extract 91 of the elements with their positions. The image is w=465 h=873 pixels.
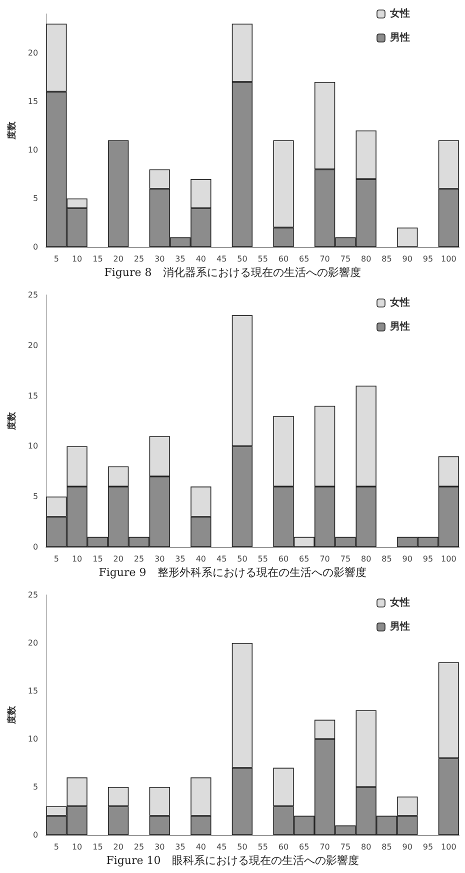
y-tick-label: 5 <box>32 782 38 792</box>
y-tick-label: 10 <box>28 145 38 154</box>
y-axis-title: 度数 <box>6 705 18 725</box>
x-tick-label: 80 <box>361 842 372 852</box>
x-tick-label: 80 <box>361 254 372 264</box>
y-tick-label: 0 <box>32 242 38 252</box>
x-tick-label: 30 <box>154 254 165 264</box>
x-tick-label: 70 <box>320 554 330 564</box>
x-tick-label: 10 <box>72 254 82 264</box>
x-tick-label: 40 <box>196 842 206 852</box>
y-axis-title: 度数 <box>6 120 18 140</box>
legend-label: 女性 <box>389 8 410 20</box>
x-tick-label: 25 <box>134 554 144 564</box>
x-tick-label: 85 <box>382 554 392 564</box>
y-tick-label: 20 <box>28 340 38 350</box>
y-axis-title: 度数 <box>6 411 18 431</box>
bar <box>108 140 129 247</box>
x-tick-label: 20 <box>113 554 124 564</box>
x-tick-label: 25 <box>134 254 144 264</box>
x-tick-label: 10 <box>72 842 82 852</box>
x-tick-label: 90 <box>402 254 412 264</box>
y-tick-label: 0 <box>32 830 38 840</box>
x-tick-label: 5 <box>54 842 59 852</box>
y-tick-label: 25 <box>28 590 38 600</box>
x-tick-label: 30 <box>154 842 165 852</box>
y-tick-label: 15 <box>28 96 38 106</box>
bar <box>397 228 418 247</box>
text: Figure 9 整形外科系における現在の生活への影響度 <box>98 566 366 579</box>
x-tick-label: 55 <box>258 842 268 852</box>
x-tick-label: 100 <box>441 554 456 564</box>
x-tick-label: 15 <box>92 554 103 564</box>
x-tick-label: 45 <box>216 554 227 564</box>
x-tick-label: 95 <box>422 254 434 264</box>
y-tick-label: 20 <box>28 638 38 648</box>
x-tick-label: 70 <box>320 254 330 264</box>
legend-label: 男性 <box>389 32 410 44</box>
x-tick-label: 50 <box>237 842 248 852</box>
y-tick-label: 0 <box>32 542 38 552</box>
x-tick-label: 25 <box>134 842 144 852</box>
x-tick-label: 20 <box>113 254 124 264</box>
x-tick-label: 15 <box>92 842 103 852</box>
x-tick-label: 95 <box>422 554 434 564</box>
x-tick-label: 80 <box>361 554 372 564</box>
x-tick-label: 65 <box>299 254 310 264</box>
y-tick-label: 15 <box>28 391 38 400</box>
x-tick-label: 20 <box>113 842 124 852</box>
x-tick-label: 75 <box>340 554 351 564</box>
x-tick-label: 85 <box>382 842 392 852</box>
y-tick-label: 25 <box>28 290 38 300</box>
text: Figure 10 眼科系における現在の生活への影響度 <box>106 854 359 867</box>
x-tick-label: 95 <box>422 842 434 852</box>
x-tick-label: 70 <box>320 842 330 852</box>
x-tick-label: 45 <box>216 254 227 264</box>
x-tick-label: 85 <box>382 254 392 264</box>
x-tick-label: 15 <box>92 254 103 264</box>
x-tick-label: 35 <box>175 842 186 852</box>
x-tick-label: 10 <box>72 554 82 564</box>
x-tick-label: 60 <box>278 842 289 852</box>
x-tick-label: 100 <box>441 842 456 852</box>
x-tick-label: 60 <box>278 554 289 564</box>
x-tick-label: 30 <box>154 554 165 564</box>
x-tick-label: 100 <box>441 254 456 264</box>
x-tick-label: 75 <box>340 254 351 264</box>
x-tick-label: 5 <box>54 254 59 264</box>
y-tick-label: 20 <box>28 48 38 58</box>
x-tick-label: 35 <box>175 254 186 264</box>
legend-label: 男性 <box>389 320 410 332</box>
x-tick-label: 75 <box>340 842 351 852</box>
x-tick-label: 45 <box>216 842 227 852</box>
x-tick-label: 55 <box>258 254 268 264</box>
x-tick-label: 65 <box>299 842 310 852</box>
y-tick-label: 10 <box>28 734 38 744</box>
legend-label: 女性 <box>389 596 410 608</box>
x-tick-label: 50 <box>237 254 248 264</box>
x-tick-label: 65 <box>299 554 310 564</box>
legend-label: 男性 <box>389 620 410 632</box>
x-tick-label: 40 <box>196 254 206 264</box>
y-tick-label: 5 <box>32 194 38 203</box>
x-tick-label: 5 <box>54 554 59 564</box>
x-tick-label: 90 <box>402 554 412 564</box>
y-tick-label: 10 <box>28 442 38 451</box>
x-tick-label: 55 <box>258 554 268 564</box>
text: Figure 8 消化器系における現在の生活への影響度 <box>104 266 361 279</box>
x-tick-label: 40 <box>196 554 206 564</box>
y-tick-label: 15 <box>28 686 38 696</box>
y-tick-label: 5 <box>32 492 38 502</box>
x-tick-label: 50 <box>237 554 248 564</box>
x-tick-label: 60 <box>278 254 289 264</box>
x-tick-label: 90 <box>402 842 412 852</box>
x-tick-label: 35 <box>175 554 186 564</box>
legend-label: 女性 <box>389 296 410 308</box>
